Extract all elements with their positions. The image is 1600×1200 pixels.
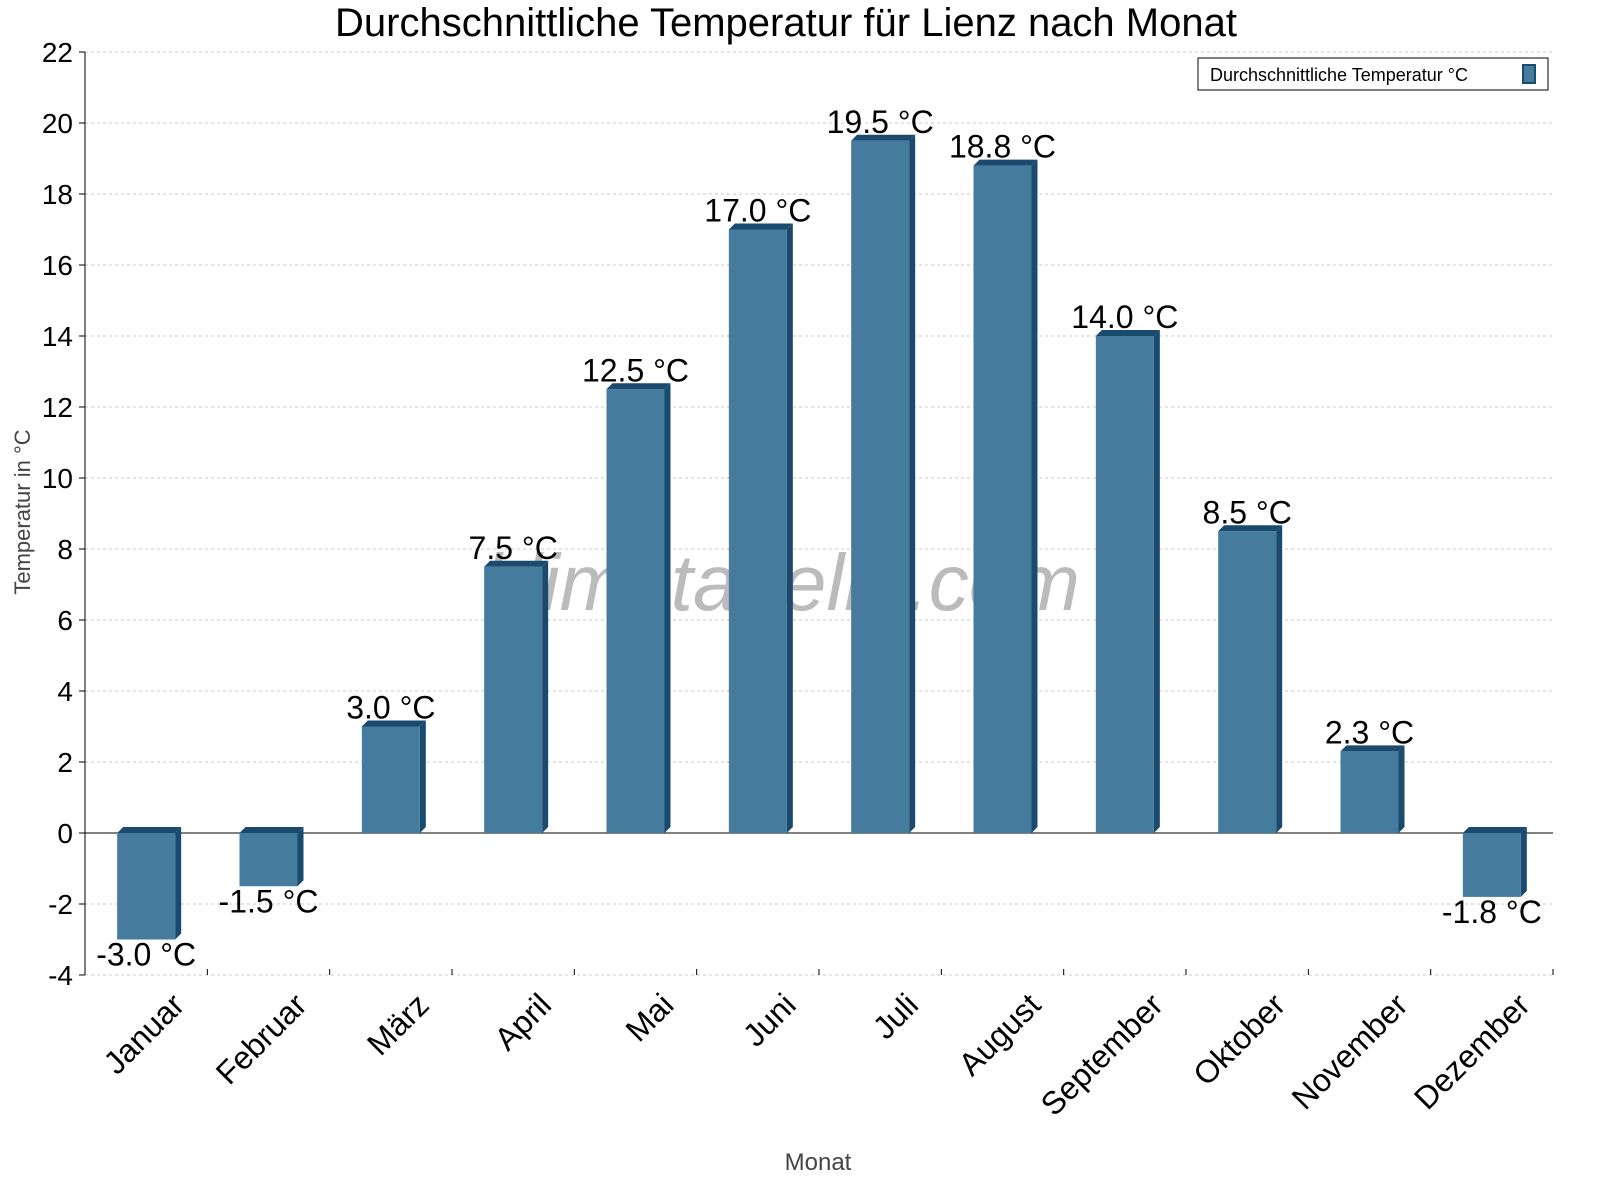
x-tick-label: Juni <box>736 986 803 1053</box>
x-tick-label: August <box>952 986 1048 1082</box>
bar-top <box>606 383 671 390</box>
bar <box>1218 531 1277 833</box>
x-tick-label: Mai <box>619 986 681 1048</box>
y-tick-label: 0 <box>57 818 73 849</box>
bar-top <box>239 827 304 833</box>
x-tick-label: September <box>1034 986 1170 1122</box>
data-label: 17.0 °C <box>704 193 811 229</box>
bar-side <box>909 134 916 833</box>
data-labels: -3.0 °C -1.5 °C 3.0 °C 7.5 °C 12.5 °C 17.0 °C… <box>96 104 1542 973</box>
bar <box>606 389 665 833</box>
bar-top <box>1340 745 1405 752</box>
bar-top <box>1462 827 1527 833</box>
grid-lines <box>85 51 1553 976</box>
bar <box>1340 751 1399 833</box>
data-label: 12.5 °C <box>582 352 689 388</box>
data-label: -3.0 °C <box>96 937 196 973</box>
y-tick-label: 2 <box>57 747 73 778</box>
x-axis-label: Monat <box>785 1149 852 1176</box>
x-tick-label: Juli <box>866 986 925 1045</box>
bar-side <box>1276 525 1283 833</box>
bar <box>239 833 298 887</box>
bar-side <box>1153 330 1160 833</box>
bar <box>484 566 543 833</box>
x-tick-label: Oktober <box>1186 986 1292 1092</box>
data-label: -1.8 °C <box>1442 894 1542 930</box>
y-tick-label: 20 <box>42 108 73 139</box>
y-tick-label: 16 <box>42 250 73 281</box>
data-label: 2.3 °C <box>1325 714 1414 750</box>
bar-top <box>973 159 1038 166</box>
y-tick-label: -2 <box>48 889 73 920</box>
data-label: 14.0 °C <box>1071 299 1178 335</box>
data-label: 7.5 °C <box>469 530 558 566</box>
y-tick-label: 6 <box>57 605 73 636</box>
data-label: 19.5 °C <box>827 104 934 140</box>
x-tick-label: Januar <box>96 986 191 1081</box>
bar-top <box>361 720 426 727</box>
y-tick-label: 8 <box>57 534 73 565</box>
data-label: 3.0 °C <box>346 690 435 726</box>
bar <box>973 165 1032 834</box>
bars <box>117 134 1527 940</box>
y-tick-label: 4 <box>57 676 73 707</box>
y-tick-label: 14 <box>42 321 73 352</box>
bar-side <box>542 560 549 833</box>
bar <box>728 229 787 833</box>
data-label: -1.5 °C <box>219 883 319 919</box>
x-tick-label: März <box>360 986 436 1062</box>
bar-top <box>1218 525 1283 532</box>
data-label: 8.5 °C <box>1203 494 1292 530</box>
y-tick-label: 22 <box>42 37 73 68</box>
legend-swatch <box>1522 64 1536 84</box>
bar-side <box>419 720 426 833</box>
chart-title: Durchschnittliche Temperatur für Lienz n… <box>335 1 1237 45</box>
y-tick-label: 12 <box>42 392 73 423</box>
bar <box>361 726 420 833</box>
bar <box>117 833 176 940</box>
bar-top <box>117 827 182 833</box>
bar-top <box>484 560 549 567</box>
bar-side <box>1398 745 1405 833</box>
bar-side <box>786 223 793 833</box>
bar-side <box>664 383 671 833</box>
y-axis-label: Temperatur in °C <box>10 429 35 594</box>
bar-top <box>851 134 916 141</box>
bar <box>1462 833 1521 897</box>
x-tick-label: Februar <box>209 986 314 1091</box>
legend-label: Durchschnittliche Temperatur °C <box>1210 65 1468 85</box>
legend[interactable]: Durchschnittliche Temperatur °C <box>1197 57 1549 91</box>
bar-top <box>728 223 793 230</box>
x-axis: Januar Februar März April Mai Juni Juli AugustS… <box>85 832 1554 1123</box>
y-tick-label: -4 <box>48 960 73 991</box>
bar-side <box>297 827 304 887</box>
bar-side <box>1520 827 1527 897</box>
bar <box>851 140 910 833</box>
x-tick-label: Dezember <box>1407 986 1537 1116</box>
bar <box>1095 336 1154 833</box>
bar-side <box>175 827 182 940</box>
bar-side <box>1031 159 1038 834</box>
bar-top <box>1095 330 1160 336</box>
y-tick-label: 10 <box>42 463 73 494</box>
y-axis: -4 -2 0 2 4 6 8 10 12 14 16 18 20 22 <box>42 37 86 991</box>
y-tick-label: 18 <box>42 179 73 210</box>
x-tick-label: November <box>1285 986 1415 1116</box>
x-tick-label: April <box>487 986 558 1057</box>
data-label: 18.8 °C <box>949 129 1056 165</box>
